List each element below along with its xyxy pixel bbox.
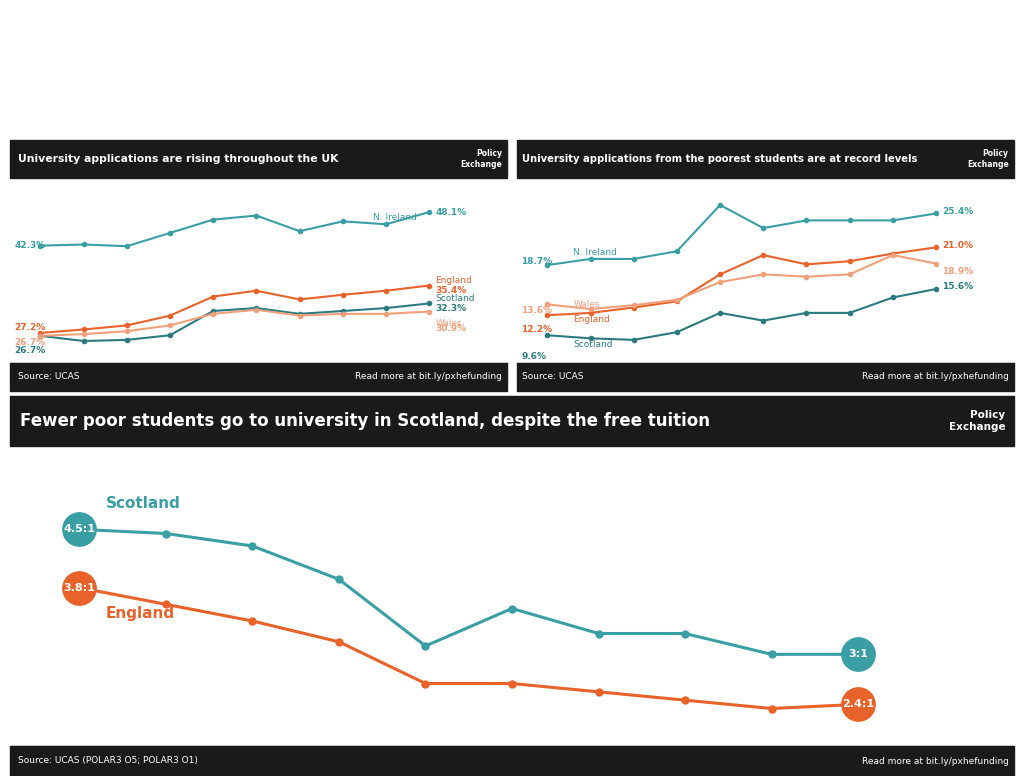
Text: Wales: Wales (435, 319, 462, 327)
Text: 3:1: 3:1 (848, 650, 868, 660)
Text: Scotland: Scotland (435, 294, 475, 303)
Text: 18.7%: 18.7% (521, 257, 553, 265)
Text: Fewer poor students go to university in Scotland, despite the free tuition: Fewer poor students go to university in … (20, 412, 711, 430)
Text: 18.9%: 18.9% (942, 267, 974, 275)
Text: 2.4:1: 2.4:1 (842, 699, 874, 709)
Text: England: England (435, 276, 472, 286)
Text: 9.6%: 9.6% (521, 352, 547, 362)
Text: 32.3%: 32.3% (435, 303, 467, 313)
Text: 26.7%: 26.7% (14, 338, 46, 348)
Text: Source: UCAS: Source: UCAS (522, 372, 584, 382)
Text: 26.7%: 26.7% (14, 346, 46, 355)
Text: Wales: Wales (573, 300, 600, 309)
Text: 13.6%: 13.6% (521, 306, 553, 315)
Text: Scotland: Scotland (105, 496, 180, 511)
Text: Read more at bit.ly/pxhefunding: Read more at bit.ly/pxhefunding (862, 372, 1009, 382)
Text: 15.6%: 15.6% (942, 282, 974, 291)
Text: England: England (105, 606, 174, 621)
Text: Scotland: Scotland (573, 340, 612, 349)
Text: N. Ireland: N. Ireland (373, 213, 417, 222)
Text: Policy
Exchange: Policy Exchange (949, 411, 1006, 431)
Text: 42.3%: 42.3% (14, 241, 46, 250)
Text: Source: UCAS: Source: UCAS (18, 372, 80, 382)
Text: Source: UCAS (POLAR3 O5; POLAR3 O1): Source: UCAS (POLAR3 O5; POLAR3 O1) (18, 757, 199, 765)
Text: Policy
Exchange: Policy Exchange (967, 149, 1009, 168)
Text: January deadline application rates for 18 year olds by country: January deadline application rates for 1… (10, 167, 292, 176)
Text: 48.1%: 48.1% (435, 208, 467, 217)
Text: 35.4%: 35.4% (435, 286, 467, 295)
Text: University applications from the poorest students are at record levels: University applications from the poorest… (522, 154, 918, 164)
Text: 21.0%: 21.0% (942, 241, 974, 250)
Text: N. Ireland: N. Ireland (573, 248, 617, 258)
Text: Read more at bit.ly/pxhefunding: Read more at bit.ly/pxhefunding (862, 757, 1009, 765)
Text: 27.2%: 27.2% (14, 323, 46, 331)
Text: Policy
Exchange: Policy Exchange (460, 149, 502, 168)
Text: University applications are rising throughout the UK: University applications are rising throu… (18, 154, 339, 164)
Text: Read more at bit.ly/pxhefunding: Read more at bit.ly/pxhefunding (355, 372, 502, 382)
Text: 4.5:1: 4.5:1 (63, 525, 95, 535)
Text: 12.2%: 12.2% (521, 324, 553, 334)
Text: 3.8:1: 3.8:1 (63, 583, 95, 593)
Text: Application rates from the most disadvantaged areas (POLAR3 Q1), by country: Application rates from the most disadvan… (517, 167, 874, 176)
Text: 30.9%: 30.9% (435, 324, 467, 334)
Text: Ratio of applicants from the richest 20% of areas to applicants from the poorest: Ratio of applicants from the richest 20%… (15, 433, 658, 443)
Text: 25.4%: 25.4% (942, 206, 974, 216)
Text: England: England (573, 314, 610, 324)
